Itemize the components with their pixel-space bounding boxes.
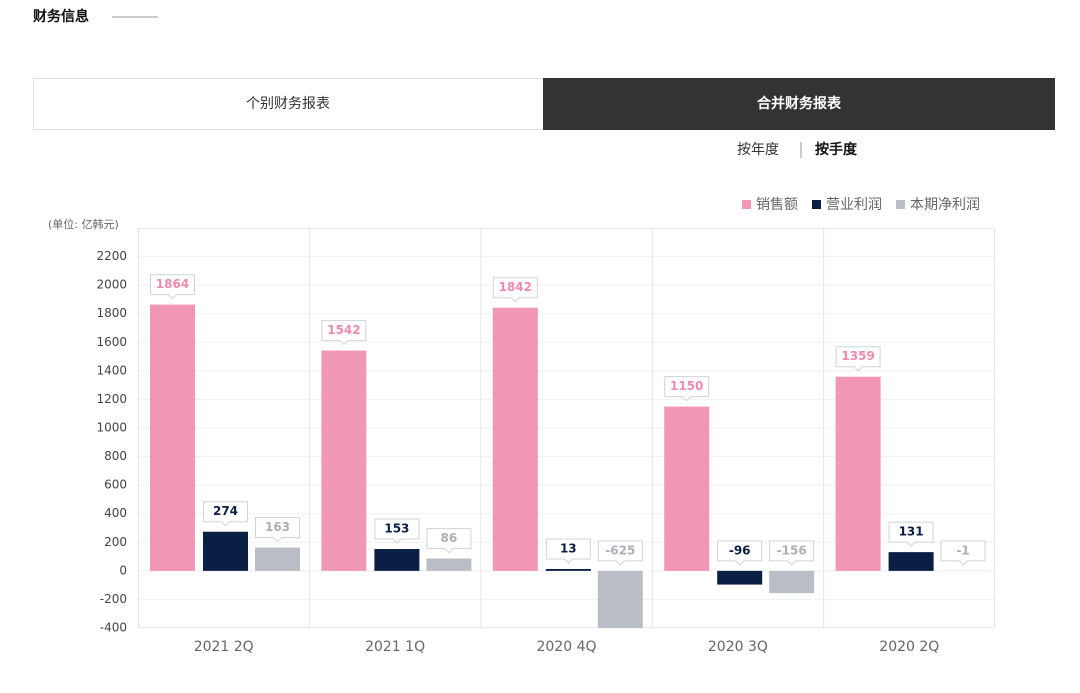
y-tick-label: 1800 xyxy=(96,306,127,320)
y-tick-label: 1400 xyxy=(96,363,127,377)
x-tick-label: 2021 2Q xyxy=(194,639,254,655)
y-tick-label: -400 xyxy=(100,621,127,635)
y-tick-label: 600 xyxy=(104,478,127,492)
bars xyxy=(150,304,986,628)
value-label-box xyxy=(769,540,815,566)
value-label: 1359 xyxy=(841,349,874,363)
legend-label: 营业利润 xyxy=(826,197,882,213)
x-tick-label: 2020 2Q xyxy=(879,639,939,655)
value-label: 13 xyxy=(560,542,577,556)
legend-label: 销售额 xyxy=(756,197,798,213)
value-label-box xyxy=(717,540,763,566)
bar xyxy=(492,307,538,571)
tab-label[interactable]: 个别财务报表 xyxy=(246,96,330,112)
y-tick-label: 0 xyxy=(119,563,127,577)
bar xyxy=(597,570,643,628)
value-label: 1542 xyxy=(327,323,360,337)
bar xyxy=(717,570,763,585)
bar xyxy=(664,406,710,571)
value-label: 163 xyxy=(265,520,290,534)
value-label-box xyxy=(835,346,881,372)
value-label-box xyxy=(940,540,986,566)
y-tick-label: 1600 xyxy=(96,335,127,349)
y-tick-label: 2200 xyxy=(96,249,127,263)
bar xyxy=(374,549,420,571)
bar xyxy=(321,350,367,571)
value-label: -1 xyxy=(956,543,969,557)
period-option[interactable]: 按年度 xyxy=(737,142,779,158)
x-tick-label: 2020 4Q xyxy=(536,639,596,655)
y-tick-label: 400 xyxy=(104,506,127,520)
y-tick-label: 1000 xyxy=(96,421,127,435)
value-label: 1842 xyxy=(499,280,532,294)
value-label-box xyxy=(888,521,934,547)
value-label-box xyxy=(664,376,710,402)
period-option[interactable]: 按手度 xyxy=(815,141,858,158)
x-tick-label: 2021 1Q xyxy=(365,639,425,655)
y-tick-label: 2000 xyxy=(96,278,127,292)
bar xyxy=(835,376,881,571)
value-label-box xyxy=(492,277,538,303)
value-label: 274 xyxy=(213,504,238,518)
legend-label: 本期净利润 xyxy=(910,197,980,213)
value-label: 1864 xyxy=(156,277,189,291)
x-tick-label: 2020 3Q xyxy=(708,639,768,655)
tab[interactable] xyxy=(33,78,544,130)
bar xyxy=(888,552,934,571)
value-label-box xyxy=(321,320,367,346)
legend-swatch xyxy=(742,200,751,209)
value-label: -625 xyxy=(605,543,635,557)
y-tick-label: 1200 xyxy=(96,392,127,406)
section-title: 财务信息 xyxy=(32,8,89,25)
y-tick-label: 200 xyxy=(104,535,127,549)
legend-swatch xyxy=(812,200,821,209)
y-tick-label: -200 xyxy=(100,592,127,606)
unit-label: (单位: 亿韩元) xyxy=(48,217,119,231)
bar xyxy=(545,569,591,571)
tab-label[interactable]: 合并财务报表 xyxy=(757,95,842,112)
tab-active[interactable] xyxy=(543,78,1055,130)
value-label: 1150 xyxy=(670,379,703,393)
value-label-box xyxy=(203,501,248,527)
value-label-box xyxy=(150,274,195,300)
y-tick-label: 800 xyxy=(104,449,127,463)
bar xyxy=(203,531,248,571)
value-label: 86 xyxy=(441,531,458,545)
value-label-box xyxy=(374,518,420,544)
value-label: -96 xyxy=(729,543,751,557)
bar xyxy=(426,558,472,571)
bar xyxy=(150,304,195,571)
bar xyxy=(255,547,300,571)
value-label: -156 xyxy=(777,543,807,557)
value-label-box xyxy=(255,517,300,543)
legend-swatch xyxy=(896,200,905,209)
value-label: 153 xyxy=(384,522,409,536)
value-label-box xyxy=(545,538,591,564)
bar xyxy=(769,570,815,594)
value-label-box xyxy=(597,540,643,566)
value-label: 131 xyxy=(899,525,924,539)
value-label-box xyxy=(426,528,472,554)
